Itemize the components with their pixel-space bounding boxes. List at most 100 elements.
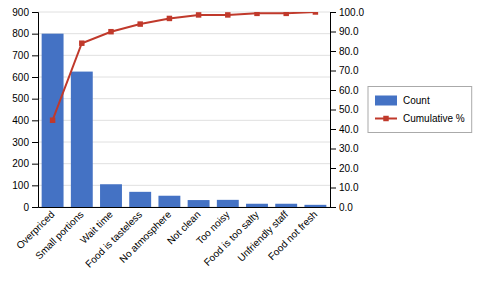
y2-axis: 0.0 10.0 20.0 30.0 40.0 50.0 60.0 70.0 80.0 90.0 1… [330,7,364,213]
tick: Unfriendly staff [235,209,290,264]
tick-label: No atmosphere [117,208,173,264]
tick: 80.0 [330,46,359,57]
tick-label: Unfriendly staff [235,209,290,264]
tick: 900 [12,7,38,18]
grid-line [38,55,330,56]
tick: 500 [12,93,38,104]
tick-mark [32,12,38,13]
axis-line [331,13,337,208]
axis-line [32,13,39,208]
legend-item: Cumulative % [375,113,465,124]
marker [254,12,259,16]
tick-mark [330,90,336,91]
bar [246,204,268,207]
tick-mark [32,142,38,143]
tick-label: 800 [12,28,29,39]
tick-label: 10.0 [339,182,359,193]
bar-series [42,34,327,207]
tick-mark [32,120,38,121]
legend-item: Count [375,95,430,106]
tick: No atmosphere [117,208,173,264]
y-axis: 0 100 200 300 400 500 600 700 800 900 [12,7,38,213]
tick-label: 200 [12,158,29,169]
tick-mark [32,99,38,100]
tick: 70.0 [330,65,359,76]
marker-series [50,12,318,123]
marker [108,29,113,34]
tick-label: 20.0 [339,163,359,174]
tick: 30.0 [330,143,359,154]
tick-label: 100.0 [339,7,364,18]
tick: 60.0 [330,85,359,96]
tick-label: 600 [12,72,29,83]
tick-mark [330,149,336,150]
tick-mark [32,164,38,165]
bar [100,184,122,207]
marker [196,12,201,17]
bar [188,200,210,207]
marker [313,12,318,15]
tick: 400 [12,115,38,126]
legend-swatch [375,96,397,106]
tick: 10.0 [330,182,359,193]
tick-mark [330,51,336,52]
tick: 600 [12,72,38,83]
tick-label: 300 [12,137,29,148]
tick-label: 70.0 [339,65,359,76]
tick-mark [330,168,336,169]
marks [42,12,327,207]
tick-label: 500 [12,93,29,104]
tick-label: 100 [12,180,29,191]
tick: Small portions [33,209,86,262]
tick: 700 [12,50,38,61]
bar [129,192,151,207]
bar [217,200,239,207]
legend-marker [383,116,388,121]
tick-mark [330,188,336,189]
tick-label: Food not fresh [266,209,319,262]
tick: 40.0 [330,124,359,135]
tick-label: 60.0 [339,85,359,96]
tick-label: 900 [12,7,29,18]
line [53,12,316,120]
marker [79,40,84,45]
axis-line [39,207,331,208]
legend-label: Count [403,95,430,106]
marker [225,12,230,17]
legend-box [368,87,472,133]
tick-mark [32,34,38,35]
tick-label: 90.0 [339,26,359,37]
tick-mark [330,207,336,208]
tick: 50.0 [330,104,359,115]
x-axis: OverpricedSmall portionsWait timeFood is… [14,208,330,270]
grid-line [38,33,330,34]
bar [71,72,93,207]
tick: 100 [12,180,38,191]
marker [167,16,172,21]
tick: 800 [12,28,38,39]
plot: 0 100 200 300 400 500 600 700 800 900 0.0 10.0 20.0 3… [12,7,364,270]
tick-mark [330,110,336,111]
legend: Count Cumulative % [368,87,472,133]
tick-mark [330,32,336,33]
tick-label: 30.0 [339,143,359,154]
tick-mark [330,12,336,13]
tick-label: 40.0 [339,124,359,135]
tick-label: 400 [12,115,29,126]
tick-label: 0.0 [339,202,353,213]
tick: 200 [12,158,38,169]
tick-label: 700 [12,50,29,61]
chart: 0 100 200 300 400 500 600 700 800 900 0.0 10.0 20.0 3… [0,0,480,289]
tick: 300 [12,137,38,148]
tick-mark [330,129,336,130]
tick-label: 0 [23,202,29,213]
tick-mark [32,185,38,186]
tick-mark [32,55,38,56]
tick: 0.0 [330,202,353,213]
tick-mark [32,207,38,208]
tick: 90.0 [330,26,359,37]
tick: 20.0 [330,163,359,174]
marker [137,21,142,26]
grid [38,12,330,207]
bar [275,204,297,207]
